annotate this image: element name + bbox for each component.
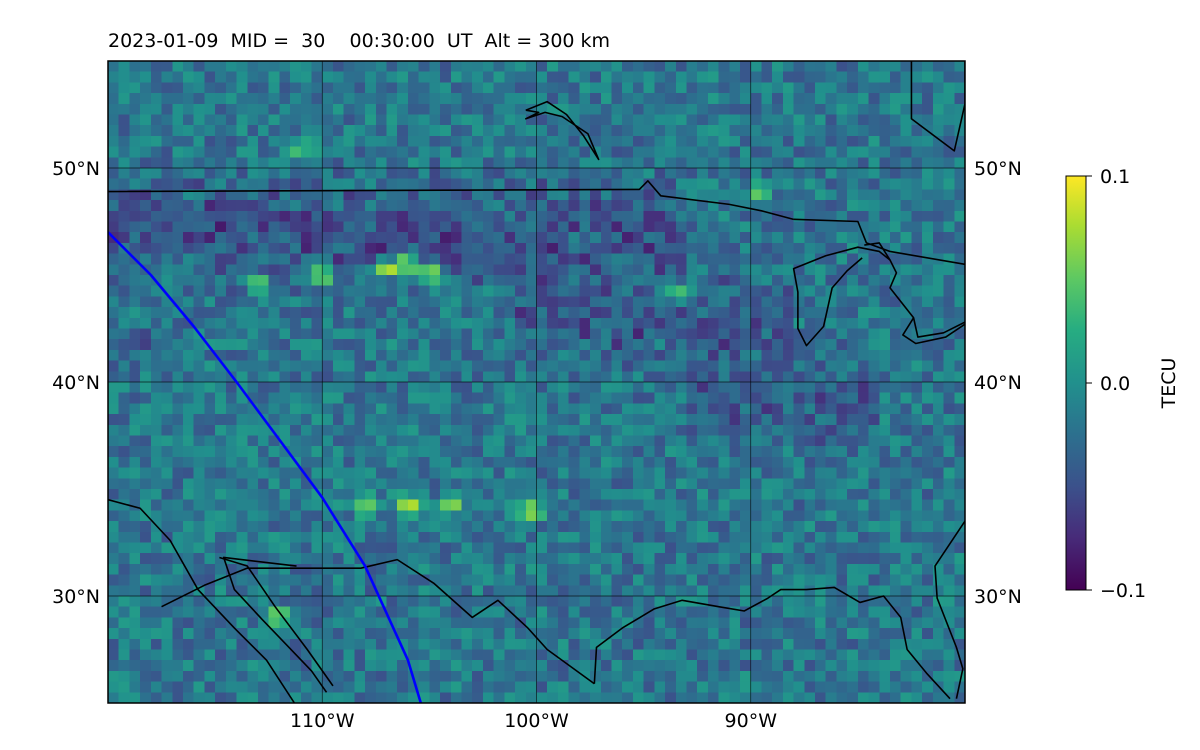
y-tick-label-left: 50°N [52, 158, 100, 180]
x-tick-label: 100°W [504, 710, 569, 732]
coastline-segment [161, 558, 595, 685]
colorbar-ticks: 0.1 0.0 −0.1 [1086, 166, 1146, 602]
colorbar: 0.1 0.0 −0.1 TECU [1065, 166, 1180, 602]
coastline-segment [524, 100, 600, 161]
colorbar-tick-label: 0.1 [1100, 166, 1130, 188]
coastline-segment [864, 242, 891, 261]
colorbar-gradient [1065, 175, 1087, 591]
colorbar-tick-label: −0.1 [1100, 580, 1146, 602]
coastline-segment [934, 520, 965, 699]
y-tick-label-right: 40°N [974, 372, 1022, 394]
coastline-segment [793, 218, 965, 266]
y-tick-label-right: 50°N [974, 158, 1022, 180]
overlay-lines [108, 231, 423, 703]
chart-title: 2023-01-09 MID = 30 00:30:00 UT Alt = 30… [108, 30, 611, 52]
coastline-segment [108, 180, 794, 221]
colorbar-tick-label: 0.0 [1100, 373, 1130, 395]
blue-track-line [108, 231, 423, 703]
map-gridlines [108, 61, 965, 703]
axis-ticks: 110°W 100°W 90°W 50°N 50°N 40°N 40°N 30°N 30°N [52, 158, 1022, 732]
coastline-segment [902, 317, 965, 345]
coastlines-and-borders [108, 61, 965, 703]
coastline-segment [593, 586, 951, 700]
y-tick-label-right: 30°N [974, 586, 1022, 608]
x-tick-label: 110°W [290, 710, 355, 732]
y-tick-label-left: 40°N [52, 372, 100, 394]
colorbar-label: TECU [1158, 358, 1180, 410]
coastline-segment [219, 556, 334, 687]
coastline-segment [792, 246, 965, 347]
x-tick-label: 90°W [725, 710, 778, 732]
coastline-segment [910, 61, 965, 152]
coastline-segment [108, 498, 296, 703]
coastline-segment [222, 556, 328, 693]
y-tick-label-left: 30°N [52, 586, 100, 608]
map-frame [107, 60, 966, 704]
map-plot-area [107, 60, 966, 704]
